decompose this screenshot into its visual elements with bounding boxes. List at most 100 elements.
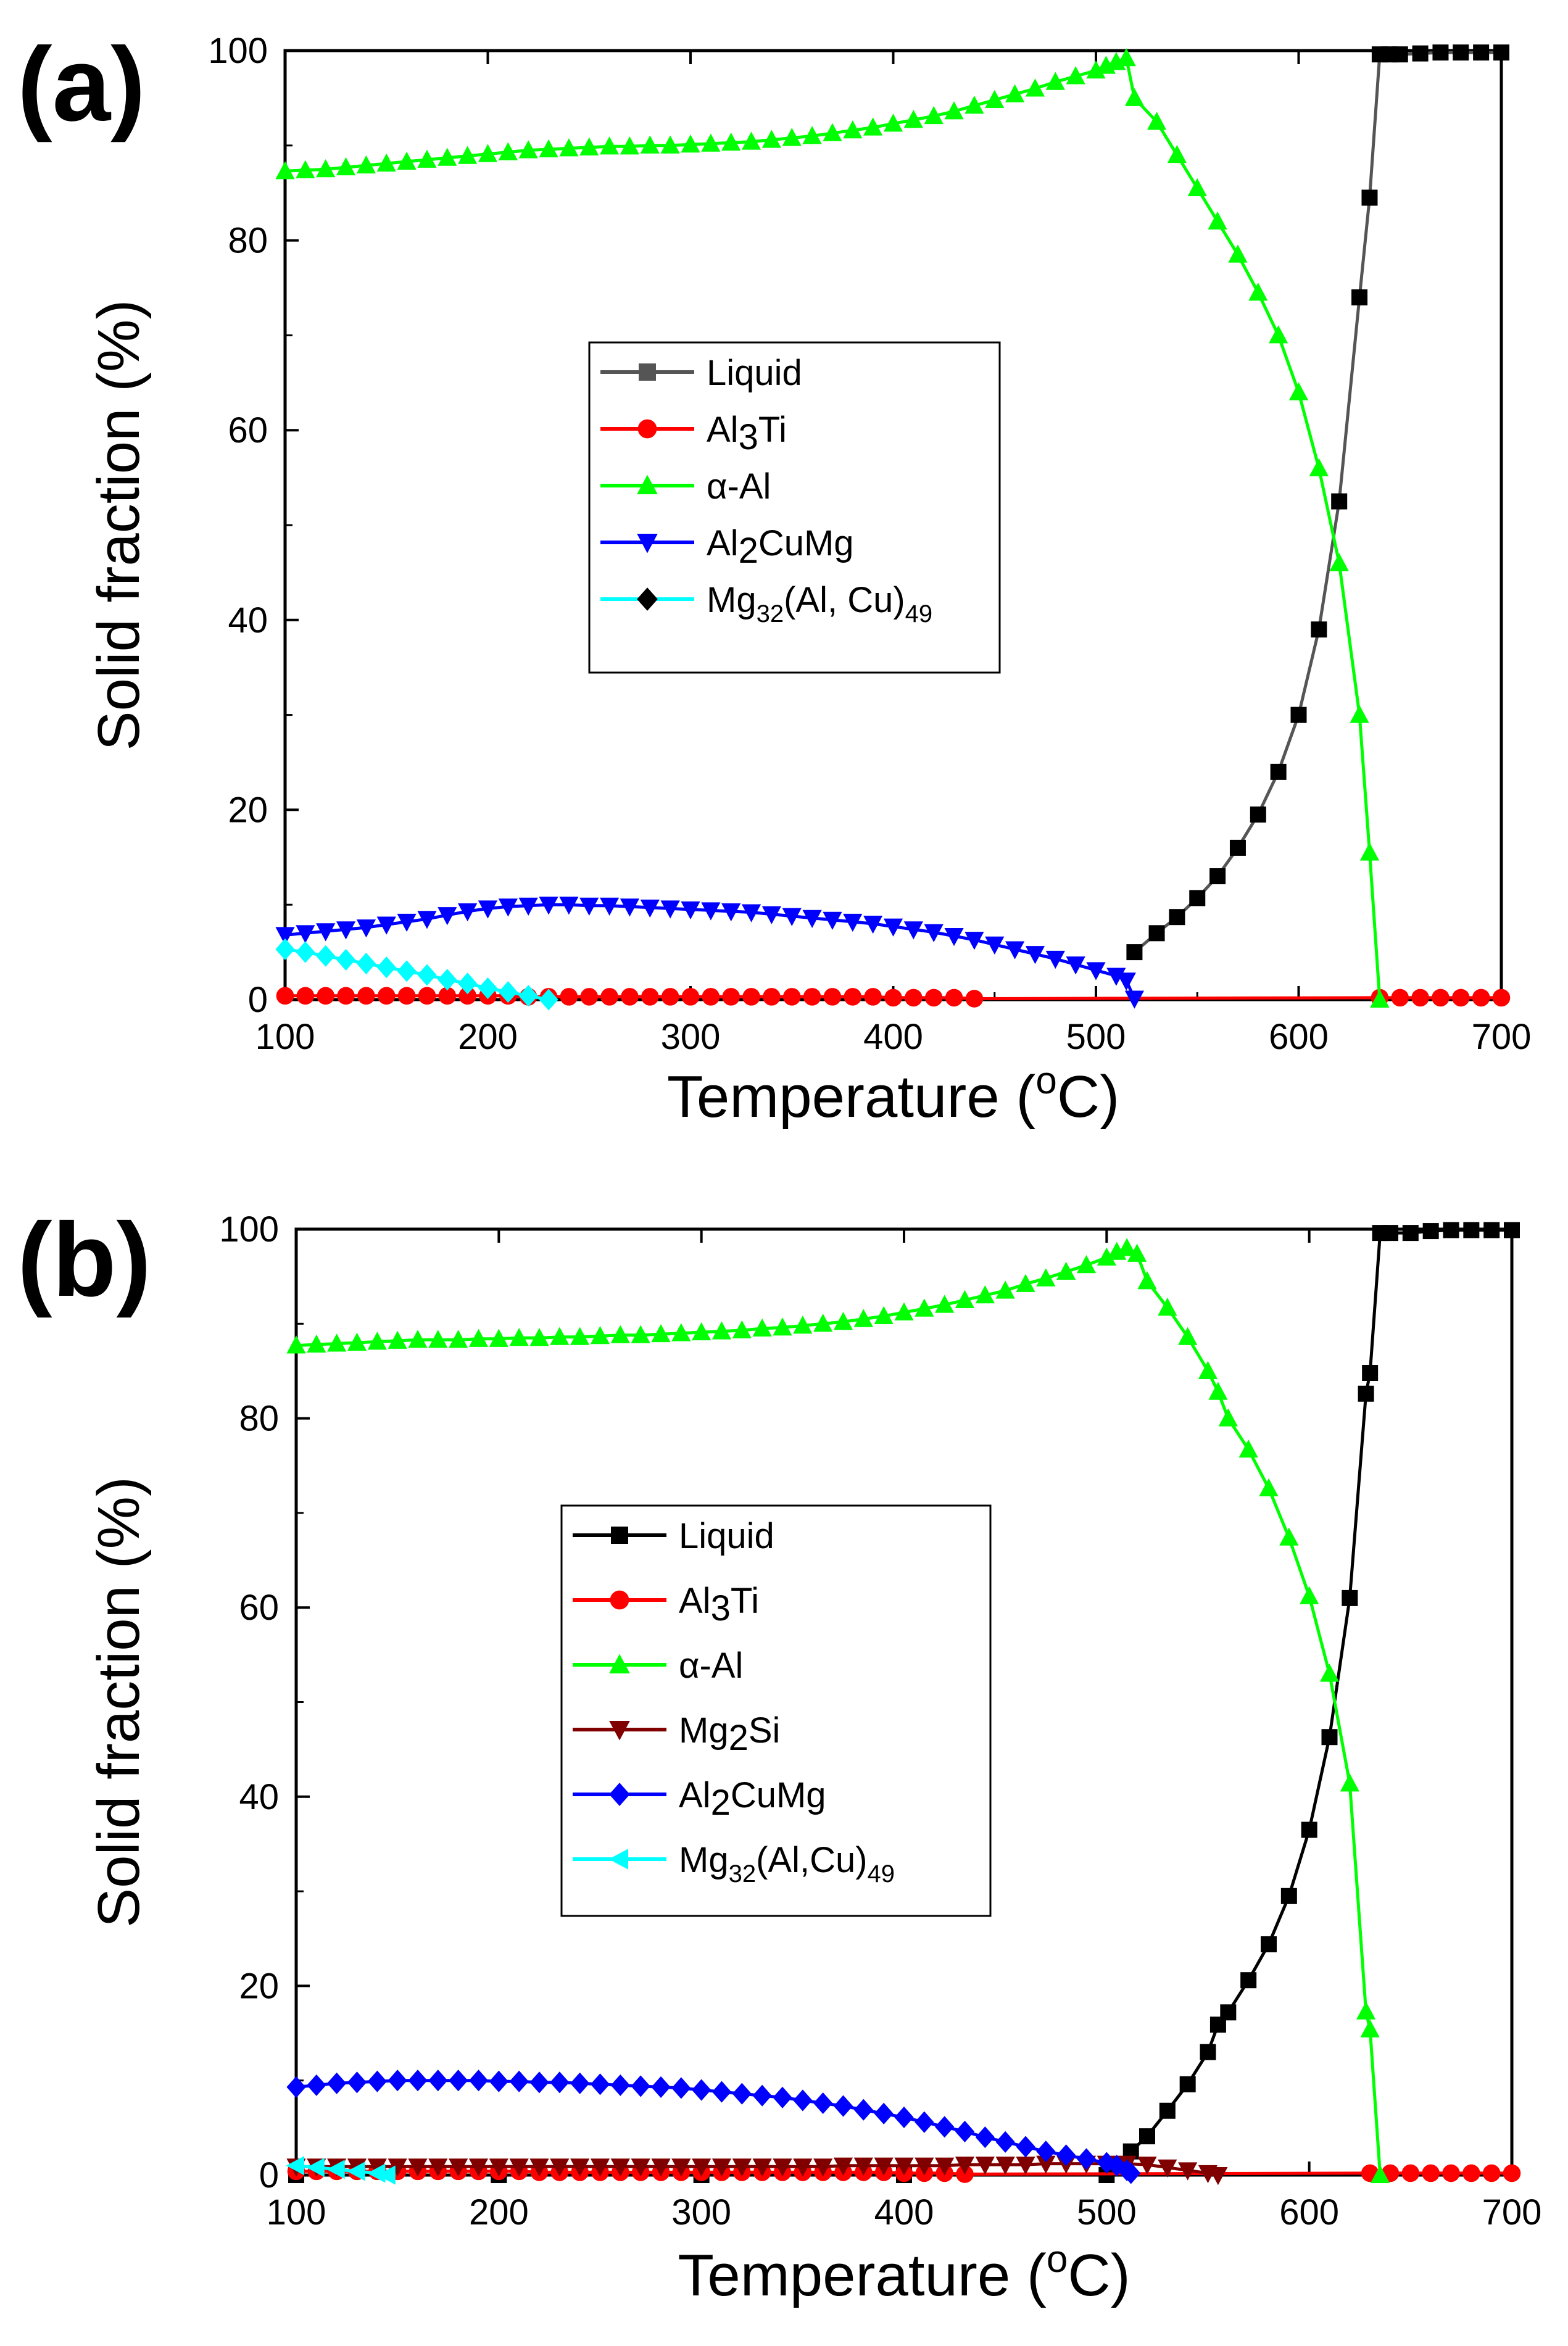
panel-a-point-al	[681, 135, 700, 153]
panel-a-point-al3ti	[782, 988, 801, 1006]
panel-a-ytick-label: 100	[208, 31, 268, 71]
panel-a-point-al3ti	[1452, 989, 1470, 1007]
panel-b-xtick-label: 700	[1482, 2192, 1542, 2232]
panel-a-point-liquid	[1189, 890, 1206, 906]
panel-b-xtick-label: 600	[1279, 2192, 1339, 2232]
panel-b-point-al2cumg	[692, 2079, 711, 2101]
panel-b-point-mg32-al-cu-49	[377, 2165, 396, 2185]
panel-b-point-al	[1056, 1261, 1076, 1280]
panel-a-point-al	[843, 120, 863, 139]
panel-a-point-liquid	[1331, 493, 1348, 510]
panel-b-series-mg2si	[286, 2155, 1228, 2186]
panel-a-point-mg32-al-cu-49	[498, 981, 518, 1003]
panel-a-point-al3ti	[965, 990, 984, 1008]
panel-a-point-al3ti	[357, 987, 375, 1005]
panel-b-point-mg2si	[1016, 2157, 1035, 2175]
panel-b-point-al	[1259, 1478, 1279, 1497]
panel-b-point-mg32-al-cu-49	[347, 2162, 365, 2181]
panel-a-point-al2cumg	[1045, 950, 1065, 969]
panel-a-point-al	[1124, 88, 1145, 106]
panel-a-point-al	[863, 117, 883, 136]
panel-b-point-mg2si	[1137, 2157, 1157, 2175]
panel-b-point-al	[509, 1328, 529, 1346]
panel-a-point-liquid	[1148, 925, 1165, 942]
panel-b-legend-swatch-marker	[609, 1783, 630, 1806]
panel-b-y-axis-title: Solid fraction (%)	[86, 1477, 152, 1928]
panel-b-point-al2cumg	[995, 2131, 1015, 2153]
panel-a-point-al3ti	[377, 987, 396, 1005]
panel-a-legend-swatch-marker	[637, 587, 658, 611]
panel-a-point-al2cumg	[397, 913, 417, 932]
panel-a-ytick-label: 80	[228, 221, 268, 261]
panel-b-point-al	[610, 1325, 630, 1343]
panel-a-point-al2cumg	[1106, 968, 1126, 986]
panel-b-point-al2cumg	[1076, 2148, 1097, 2170]
panel-b-point-liquid	[1179, 2076, 1196, 2092]
panel-b-point-al	[752, 1318, 772, 1337]
panel-a-point-al3ti	[945, 989, 963, 1007]
panel-b-point-al	[1036, 1268, 1056, 1287]
panel-b-legend-swatch-marker	[611, 1527, 628, 1544]
panel-b-point-liquid	[1483, 1222, 1500, 1238]
panel-b-point-mg2si	[1178, 2162, 1198, 2181]
panel-b-point-mg2si	[732, 2158, 752, 2177]
panel-b-legend-entry-mg32-al-cu-49: Mg32(Al,Cu)49	[573, 1840, 895, 1888]
panel-b-point-al	[975, 1285, 995, 1304]
panel-a-legend-box	[588, 341, 1001, 674]
panel-a-point-al3ti	[276, 987, 294, 1005]
panel-a-point-al	[924, 106, 944, 125]
panel-b-point-al2cumg	[651, 2076, 671, 2098]
panel-b-point-al2cumg	[975, 2126, 995, 2149]
panel-b-point-liquid	[1240, 1972, 1257, 1989]
panel-a-point-liquid	[1453, 44, 1469, 61]
panel-a-series-liquid	[1126, 44, 1509, 961]
panel-a-point-liquid	[1412, 45, 1429, 62]
panel-b-point-al2cumg	[388, 2070, 407, 2092]
panel-a-point-al	[802, 126, 822, 144]
panel-a-y-axis-title: Solid fraction (%)	[86, 300, 152, 751]
panel-a-point-al3ti	[864, 988, 882, 1006]
panel-a-point-liquid	[1250, 806, 1266, 823]
panel-b-label: (b)	[17, 1201, 151, 1319]
panel-a-point-liquid	[1351, 289, 1368, 305]
panel-a-point-al2cumg	[823, 911, 842, 931]
panel-b-point-al	[833, 1311, 853, 1330]
panel-a-point-al	[1228, 244, 1248, 263]
panel-a-legend-swatch-marker	[637, 534, 658, 553]
panel-b-point-al2cumg	[711, 2081, 732, 2103]
panel-a-point-al3ti	[884, 989, 902, 1007]
panel-a-point-al2cumg	[1086, 962, 1106, 980]
panel-a-point-al2cumg	[721, 903, 741, 922]
panel-a-point-al2cumg	[660, 900, 680, 919]
panel-b-point-al	[874, 1306, 894, 1325]
panel-a-point-al	[1066, 66, 1085, 85]
panel-b-point-al2cumg	[793, 2089, 813, 2112]
panel-b-point-al2cumg	[590, 2073, 610, 2095]
panel-b-point-al3ti	[1503, 2164, 1521, 2182]
panel-a-point-al2cumg	[681, 901, 700, 920]
panel-b-point-liquid	[1422, 1223, 1439, 1240]
panel-b-point-al3ti	[1401, 2164, 1420, 2182]
panel-a-point-al	[296, 160, 315, 178]
panel-a-point-al2cumg	[356, 919, 376, 938]
panel-b-point-liquid	[1139, 2128, 1155, 2145]
panel-b-legend-entry-al3ti: Al3Ti	[573, 1581, 759, 1628]
panel-a-label: (a)	[17, 26, 146, 143]
panel-a-point-al	[1187, 178, 1207, 197]
panel-b-point-mg2si	[610, 2158, 630, 2177]
panel-b-point-al	[570, 1327, 590, 1345]
panel-b-point-liquid	[1362, 1365, 1379, 1382]
panel-b-legend-label: Mg2Si	[679, 1710, 780, 1758]
panel-a-point-al2cumg	[964, 932, 984, 950]
panel-b-point-mg2si	[975, 2157, 995, 2175]
panel-a-point-al3ti	[924, 989, 943, 1007]
panel-a-point-al2cumg	[518, 897, 538, 916]
panel-b-point-liquid	[1342, 1590, 1358, 1606]
panel-b-point-al	[631, 1325, 650, 1343]
panel-b-point-liquid	[1159, 2102, 1176, 2119]
panel-a-legend-swatch-marker	[637, 475, 658, 494]
panel-b-point-mg2si	[692, 2158, 711, 2177]
panel-a-point-mg32-al-cu-49	[417, 964, 437, 986]
panel-b-point-al2cumg	[1056, 2144, 1076, 2166]
panel-a-point-al3ti	[1432, 989, 1450, 1007]
